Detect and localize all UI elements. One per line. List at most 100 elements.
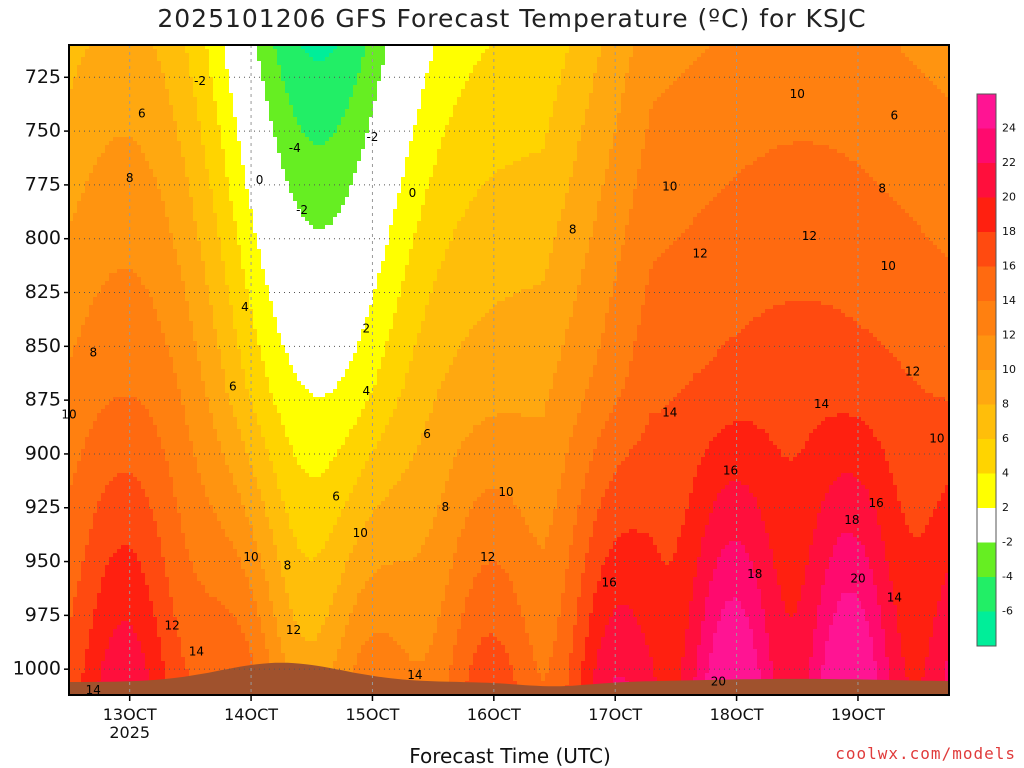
field-cell [109,369,114,374]
field-cell [165,305,170,310]
field-cell [185,189,190,194]
field-cell [85,581,90,586]
field-cell [85,133,90,138]
field-cell [81,333,86,338]
field-cell [97,153,102,158]
field-cell [149,509,154,514]
field-cell [89,625,94,630]
field-cell [153,177,158,182]
field-cell [121,673,126,678]
field-cell [105,297,110,302]
field-cell [185,301,190,306]
field-cell [137,333,142,338]
field-cell [161,357,166,362]
field-cell [105,493,110,498]
field-cell [93,365,98,370]
field-cell [125,525,130,530]
field-cell [109,133,114,138]
field-cell [113,181,118,186]
field-cell [129,125,134,130]
field-cell [169,49,174,54]
field-cell [93,433,98,438]
field-cell [141,273,146,278]
field-cell [77,249,82,254]
field-cell [125,153,130,158]
field-cell [117,177,122,182]
field-cell [153,61,158,66]
field-cell [81,529,86,534]
field-cell [125,589,130,594]
field-cell [117,201,122,206]
field-cell [185,125,190,130]
field-cell [101,81,106,86]
field-cell [157,237,162,242]
field-cell [117,277,122,282]
field-cell [161,449,166,454]
field-cell [149,53,154,58]
field-cell [153,449,158,454]
field-cell [145,457,150,462]
field-cell [161,533,166,538]
field-cell [173,169,178,174]
field-cell [101,365,106,370]
field-cell [113,489,118,494]
field-cell [97,185,102,190]
field-cell [173,465,178,470]
field-cell [165,585,170,590]
field-cell [73,109,78,114]
field-cell [173,457,178,462]
field-cell [101,157,106,162]
field-cell [173,569,178,574]
field-cell [149,513,154,518]
field-cell [133,189,138,194]
field-cell [145,569,150,574]
field-cell [125,593,130,598]
field-cell [153,149,158,154]
field-cell [173,665,178,670]
field-cell [97,677,102,682]
field-cell [177,669,182,674]
field-cell [89,417,94,422]
field-cell [181,369,186,374]
field-cell [145,597,150,602]
field-cell [105,261,110,266]
field-cell [105,61,110,66]
field-cell [73,293,78,298]
field-cell [101,61,106,66]
field-cell [77,569,82,574]
field-cell [133,253,138,258]
field-cell [73,597,78,602]
field-cell [97,109,102,114]
field-cell [81,325,86,330]
field-cell [85,445,90,450]
field-cell [173,117,178,122]
field-cell [169,285,174,290]
field-cell [149,361,154,366]
field-cell [81,81,86,86]
field-cell [109,253,114,258]
field-cell [101,425,106,430]
field-cell [97,573,102,578]
field-cell [137,61,142,66]
field-cell [141,325,146,330]
field-cell [177,385,182,390]
field-cell [81,125,86,130]
field-cell [85,521,90,526]
field-cell [93,189,98,194]
field-cell [141,405,146,410]
field-cell [85,149,90,154]
field-cell [89,69,94,74]
field-cell [137,437,142,442]
field-cell [113,49,118,54]
field-cell [117,501,122,506]
field-cell [109,361,114,366]
field-cell [173,197,178,202]
field-cell [185,289,190,294]
field-cell [121,657,126,662]
field-cell [101,581,106,586]
field-cell [89,657,94,662]
field-cell [113,365,118,370]
field-cell [173,133,178,138]
field-cell [165,581,170,586]
field-cell [181,69,186,74]
